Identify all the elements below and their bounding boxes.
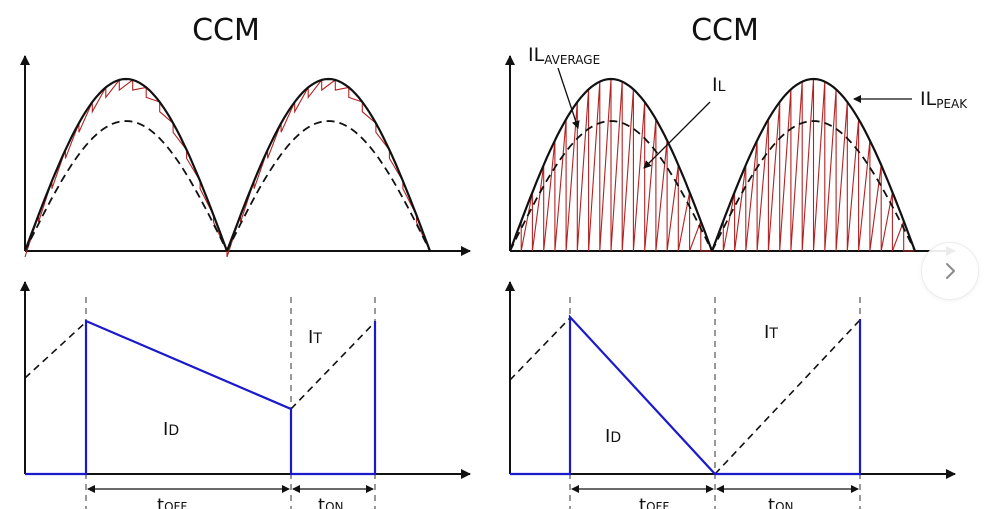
right-panel: CCM ILAVERAGE IL ILPEAK IT ID tOFF tON bbox=[505, 13, 968, 509]
average-current-curve-2 bbox=[711, 120, 916, 252]
right-label-ton: tON bbox=[768, 495, 793, 509]
right-label-id: ID bbox=[605, 426, 621, 447]
il-average-pointer bbox=[557, 67, 580, 129]
chevron-right-icon bbox=[946, 263, 955, 279]
left-title: CCM bbox=[192, 13, 260, 48]
il-pointer bbox=[643, 101, 711, 169]
left-diode-current bbox=[25, 319, 377, 476]
left-panel: CCM IT ID tOFF tON bbox=[20, 13, 471, 509]
left-label-it: IT bbox=[308, 327, 322, 348]
right-label-il-peak: ILPEAK bbox=[920, 88, 968, 111]
average-current-curve-1 bbox=[24, 120, 228, 252]
right-top-waveforms bbox=[508, 77, 917, 252]
inductor-current-ripple bbox=[24, 78, 431, 258]
right-title: CCM bbox=[691, 13, 759, 48]
left-top-waveforms bbox=[23, 77, 432, 258]
left-switch-ramp-1 bbox=[24, 321, 87, 379]
left-label-ton: tON bbox=[318, 495, 343, 509]
right-label-toff: tOFF bbox=[639, 495, 669, 509]
peak-current-envelope-1 bbox=[508, 77, 714, 252]
next-button[interactable] bbox=[922, 243, 978, 299]
left-label-toff: tOFF bbox=[157, 495, 187, 509]
left-label-id: ID bbox=[163, 419, 179, 440]
peak-current-envelope-2 bbox=[710, 77, 917, 252]
peak-current-envelope-1 bbox=[23, 77, 229, 252]
right-label-it: IT bbox=[764, 322, 778, 343]
left-switch-ramp-2 bbox=[290, 321, 376, 410]
right-switch-ramp-2 bbox=[714, 319, 861, 475]
peak-current-envelope-2 bbox=[225, 77, 432, 252]
right-diode-current bbox=[510, 314, 862, 476]
right-label-il: IL bbox=[712, 74, 726, 96]
average-current-curve-1 bbox=[509, 120, 713, 252]
right-label-il-average: ILAVERAGE bbox=[528, 44, 600, 67]
average-current-curve-2 bbox=[226, 120, 431, 252]
right-switch-ramp-1 bbox=[509, 317, 571, 381]
